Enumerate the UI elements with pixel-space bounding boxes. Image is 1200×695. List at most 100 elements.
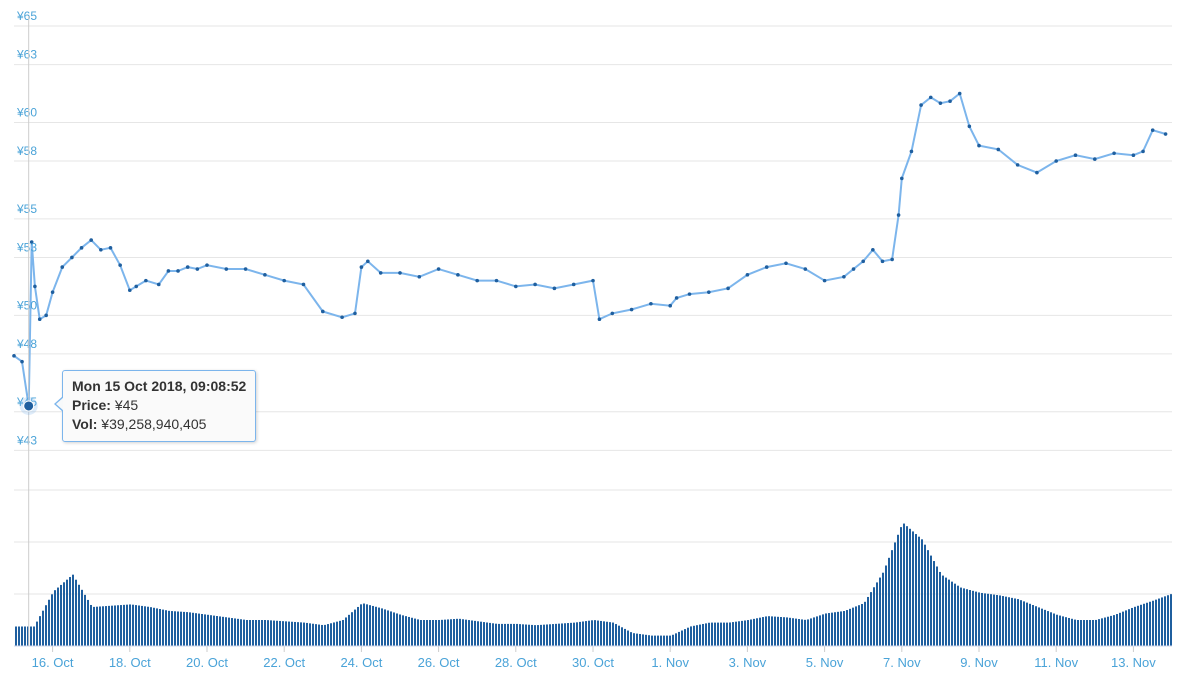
volume-bar [57, 587, 59, 646]
volume-bar [1152, 600, 1154, 646]
volume-bar [60, 584, 62, 646]
volume-bar [1095, 619, 1097, 646]
volume-bar [756, 618, 758, 646]
price-point [957, 91, 962, 96]
volume-bar [126, 604, 128, 646]
price-point [12, 354, 16, 358]
price-point [134, 284, 139, 289]
price-point [571, 282, 576, 287]
price-point [745, 273, 750, 277]
price-point [1015, 163, 1020, 167]
volume-bar [108, 605, 110, 646]
volume-bar [927, 550, 929, 646]
volume-bar [975, 591, 977, 646]
volume-bar [1050, 612, 1052, 646]
volume-bar [774, 616, 776, 646]
volume-bar [369, 605, 371, 646]
price-point [398, 271, 402, 275]
volume-bar [858, 605, 860, 646]
volume-bar [123, 604, 125, 646]
volume-bar [630, 632, 632, 646]
volume-bar [309, 623, 311, 646]
volume-bar [210, 615, 212, 646]
volume-bar [1005, 596, 1007, 646]
price-point [144, 278, 148, 283]
volume-bar [372, 605, 374, 646]
x-tick-label: 13. Nov [1111, 655, 1156, 670]
volume-bar [42, 610, 44, 646]
volume-bar [735, 621, 737, 646]
price-point [366, 259, 370, 264]
price-point [301, 282, 306, 287]
volume-bar [237, 618, 239, 646]
volume-bar [561, 623, 563, 646]
volume-bar [423, 620, 425, 646]
volume-bar [888, 557, 890, 646]
volume-bar [183, 611, 185, 646]
volume-bar [447, 619, 449, 646]
price-point [890, 257, 894, 262]
price-point [195, 267, 200, 271]
volume-bar [150, 607, 152, 646]
price-point [896, 213, 901, 217]
volume-bar [48, 599, 50, 646]
volume-bar [1074, 619, 1076, 646]
volume-bar [120, 605, 122, 646]
volume-bar [729, 622, 731, 646]
volume-bar [522, 624, 524, 646]
price-point [928, 95, 933, 100]
volume-bar [981, 592, 983, 646]
tooltip-price-row: Price: ¥45 [72, 396, 246, 415]
volume-bar [963, 588, 965, 646]
volume-bar [807, 619, 809, 646]
volume-bar [678, 631, 680, 646]
volume-bar [1056, 614, 1058, 646]
volume-bar [252, 620, 254, 646]
volume-bar [744, 620, 746, 646]
volume-bar [879, 577, 881, 646]
volume-bar [1086, 620, 1088, 646]
volume-bar [261, 620, 263, 646]
volume-bar [1092, 620, 1094, 646]
volume-bar [1158, 598, 1160, 646]
volume-bar [891, 550, 893, 646]
volume-bar [519, 624, 521, 646]
volume-bar [222, 616, 224, 646]
volume-bar [1032, 605, 1034, 646]
volume-bar [147, 606, 149, 646]
volume-bar [405, 616, 407, 646]
price-point [514, 284, 518, 289]
volume-bar [687, 627, 689, 646]
volume-bar [1083, 620, 1085, 646]
volume-bar [459, 618, 461, 646]
price-point [687, 292, 692, 296]
volume-bar [558, 623, 560, 646]
volume-bar [615, 624, 617, 646]
volume-bar [813, 617, 815, 646]
price-point [50, 290, 55, 294]
price-point [1150, 128, 1155, 132]
volume-bar [840, 611, 842, 646]
volume-bar [792, 618, 794, 646]
volume-bar [525, 624, 527, 646]
volume-bar [207, 614, 209, 646]
volume-bar [504, 623, 506, 646]
volume-bar [930, 555, 932, 646]
price-point [475, 278, 480, 283]
price-point [176, 269, 180, 273]
volume-bar [723, 622, 725, 646]
volume-bar [828, 613, 830, 646]
volume-bar [1128, 609, 1130, 646]
x-tick-label: 22. Oct [263, 655, 305, 670]
volume-bar [255, 620, 257, 646]
volume-bar [873, 587, 875, 646]
volume-bar [177, 611, 179, 646]
hover-marker [23, 400, 35, 412]
volume-bar [36, 621, 38, 646]
volume-bar [651, 635, 653, 646]
volume-bar [1104, 617, 1106, 646]
price-point [224, 267, 229, 271]
volume-bar [894, 542, 896, 646]
volume-bar [330, 623, 332, 646]
